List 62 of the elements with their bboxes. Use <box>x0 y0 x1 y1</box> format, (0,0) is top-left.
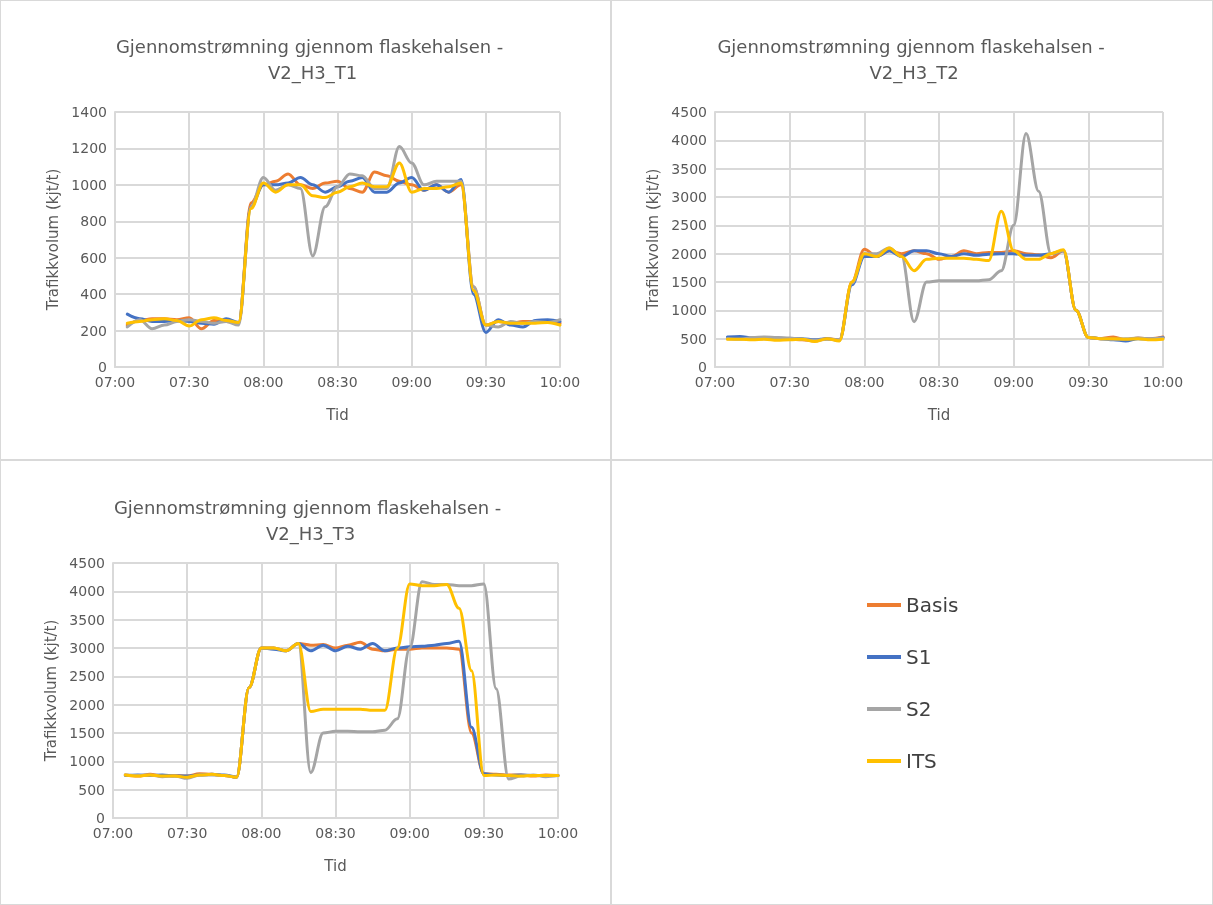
x-tick-label: 10:00 <box>537 825 579 841</box>
y-tick-label: 500 <box>680 330 707 347</box>
x-tick-label: 09:00 <box>391 374 432 390</box>
x-tick-label: 07:30 <box>166 825 208 841</box>
y-tick-label: 3000 <box>671 189 707 205</box>
y-tick-label: 1000 <box>71 176 107 193</box>
legend-label: S2 <box>906 697 932 721</box>
y-tick-label: 1500 <box>69 725 105 741</box>
y-tick-label: 0 <box>98 359 107 375</box>
chart-title: Gjennomstrømning gjennom flaskehalsen - V2_H3_T2 <box>717 35 1111 84</box>
x-tick-label: 07:30 <box>769 374 810 390</box>
x-tick-label: 09:30 <box>465 374 507 390</box>
y-tick-label: 400 <box>80 286 107 303</box>
y-tick-label: 2000 <box>671 245 707 262</box>
x-tick-label: 10:00 <box>539 374 581 390</box>
x-axis-title: Tid <box>325 405 349 424</box>
chart-title: Gjennomstrømning gjennom flaskehalsen - V2_H3_T1 <box>115 35 510 84</box>
y-tick-label: 0 <box>698 359 707 375</box>
y-tick-label: 600 <box>80 249 107 266</box>
x-tick-label: 07:00 <box>94 374 136 390</box>
x-tick-label: 08:30 <box>317 374 358 390</box>
y-tick-label: 2000 <box>69 696 105 713</box>
x-tick-label: 07:30 <box>168 374 210 390</box>
x-tick-label: 08:00 <box>241 825 282 841</box>
x-tick-label: 10:00 <box>1142 374 1184 390</box>
x-tick-label: 09:00 <box>993 374 1034 390</box>
x-tick-label: 07:00 <box>92 825 134 841</box>
y-tick-label: 3000 <box>69 640 105 656</box>
x-tick-label: 08:30 <box>315 825 356 841</box>
x-tick-label: 09:30 <box>463 825 505 841</box>
y-axis-title: Trafikkvolum (kjt/t) <box>643 168 662 312</box>
y-tick-label: 2500 <box>69 668 105 685</box>
y-tick-label: 1500 <box>671 274 707 290</box>
legend-label: S1 <box>906 645 932 669</box>
y-tick-label: 1200 <box>71 140 107 157</box>
y-tick-label: 1000 <box>69 753 105 770</box>
y-tick-label: 4500 <box>69 555 105 571</box>
x-tick-label: 09:30 <box>1068 374 1109 390</box>
y-tick-label: 500 <box>78 781 105 798</box>
x-axis-title: Tid <box>323 856 347 875</box>
y-axis-title: Trafikkvolum (kjt/t) <box>41 619 60 763</box>
x-tick-label: 08:30 <box>918 374 960 390</box>
y-axis-title: Trafikkvolum (kjt/t) <box>43 168 62 312</box>
y-tick-label: 4000 <box>671 132 707 149</box>
y-tick-label: 1400 <box>71 104 107 120</box>
y-tick-label: 0 <box>96 810 105 826</box>
y-tick-label: 3500 <box>671 160 707 177</box>
y-tick-label: 4000 <box>69 583 105 600</box>
x-tick-label: 08:00 <box>844 374 885 390</box>
x-tick-label: 08:00 <box>243 374 284 390</box>
chart-title: Gjennomstrømning gjennom flaskehalsen - V2_H3_T3 <box>113 496 508 545</box>
y-tick-label: 800 <box>80 213 107 230</box>
x-tick-label: 07:00 <box>694 374 736 390</box>
legend-label: Basis <box>906 593 959 617</box>
y-tick-label: 1000 <box>671 302 707 319</box>
x-tick-label: 09:00 <box>389 825 430 841</box>
x-axis-title: Tid <box>926 405 951 424</box>
legend-label: ITS <box>906 749 937 773</box>
y-tick-label: 2500 <box>671 217 707 234</box>
y-tick-label: 4500 <box>671 104 707 120</box>
y-tick-label: 3500 <box>69 611 105 628</box>
y-tick-label: 200 <box>80 322 107 339</box>
